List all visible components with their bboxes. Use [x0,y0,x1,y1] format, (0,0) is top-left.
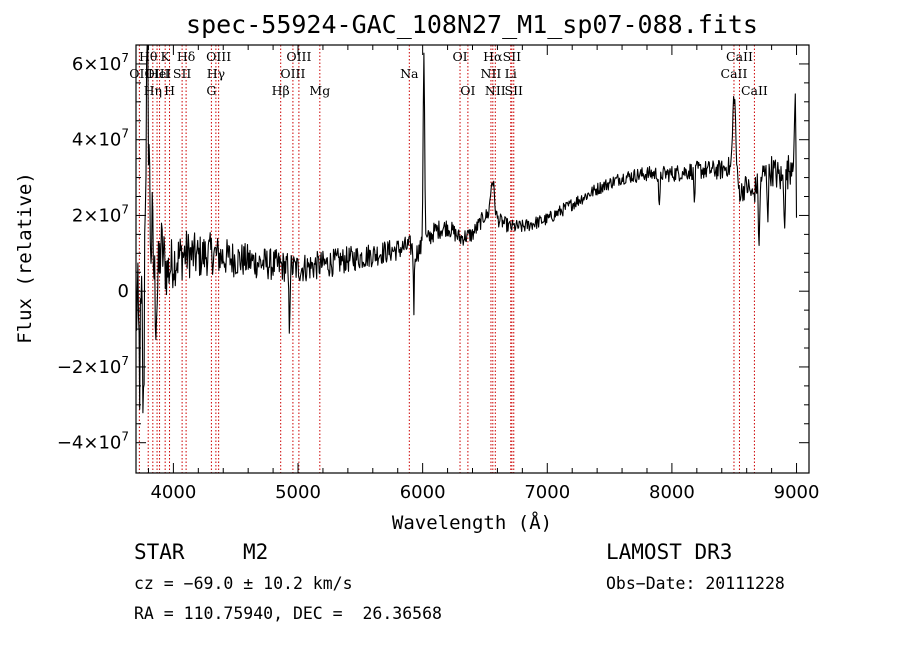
line-marker-label: NII [485,83,506,98]
x-tick-label: 7000 [524,482,570,503]
object-class: STAR [134,540,185,564]
line-marker-label: CaII [741,83,768,98]
line-marker-label: NII [481,66,502,81]
line-marker-label: H [164,83,175,98]
object-subclass: M2 [243,540,269,564]
line-marker-label: Hβ [272,83,290,98]
plot-area: 4000 5000 6000 7000 8000 9000 −4×107 −2×107 0 2×1… [57,44,820,503]
flux-series-line [135,44,798,414]
line-marker-label: Li [505,66,517,81]
y-tick-label: −4×107 [57,430,129,454]
line-marker-label: SII [173,66,192,81]
line-marker-label: HeI [148,66,171,81]
line-marker-label: Hα [483,49,503,64]
x-tick-label: 4000 [150,482,196,503]
survey-name: LAMOST DR3 [606,540,733,564]
line-marker-label: Hγ [207,66,225,81]
y-tick-label: 2×107 [72,202,129,226]
line-marker-label: OIII [286,49,311,64]
x-axis-title: Wavelength (Å) [392,511,552,534]
line-marker-label: OIII [206,49,231,64]
x-tick-label: 6000 [400,482,446,503]
line-marker-label: SII [505,83,524,98]
line-marker-label: OI [452,49,467,64]
line-marker-label: CaII [721,66,748,81]
x-tick-label: 8000 [649,482,695,503]
coordinates: RA = 110.75940, DEC = 26.36568 [134,604,442,623]
x-tick-label: 9000 [774,482,820,503]
line-marker-label: SII [503,49,522,64]
redshift-cz: cz = −69.0 ± 10.2 km/s [134,574,353,593]
line-marker-label: K [160,49,170,64]
chart-title: spec-55924-GAC_108N27_M1_sp07-088.fits [186,10,758,39]
line-marker-label: G [206,83,216,98]
line-marker-label: Hθ [139,49,157,64]
observation-date: Obs−Date: 20111228 [606,574,785,593]
plot-frame [135,44,810,474]
y-axis-title: Flux (relative) [14,172,36,344]
line-marker-label: OIII [280,66,305,81]
line-marker-label: Hδ [177,49,195,64]
line-marker-label: Hη [144,83,162,98]
y-tick-label: 0 [118,281,129,302]
line-marker-label: OII [129,66,149,81]
line-marker-label: OI [460,83,475,98]
y-tick-label: 6×107 [72,51,129,75]
y-tick-label: −2×107 [57,354,129,378]
x-tick-label: 5000 [275,482,321,503]
y-tick-label: 4×107 [72,127,129,151]
line-marker-label: Mg [309,83,330,98]
line-marker-label: CaII [726,49,753,64]
line-marker-label: OIII [145,66,170,81]
line-marker-label: Na [400,66,419,81]
